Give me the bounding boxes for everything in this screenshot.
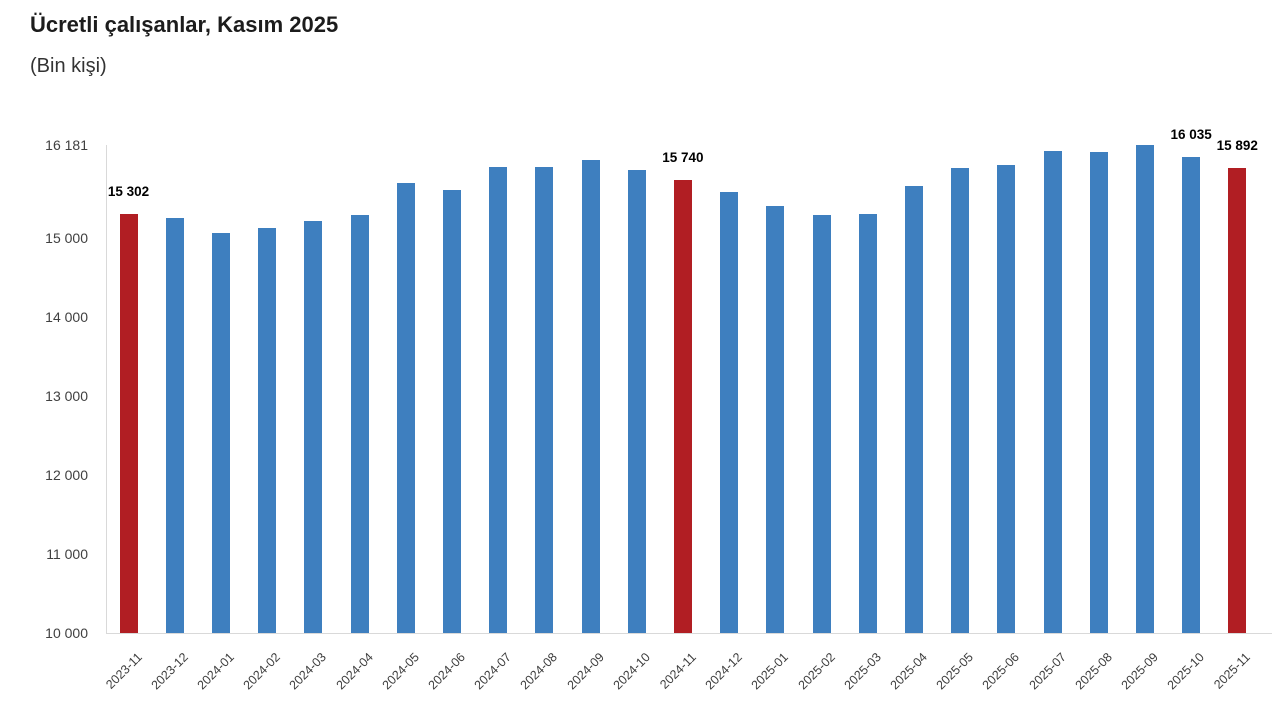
bar-2025-05 [951, 168, 970, 633]
y-tick-label: 10 000 [45, 625, 88, 641]
bar-2025-04 [904, 186, 923, 633]
bar-value-label: 15 302 [107, 184, 150, 200]
bar-2024-06 [442, 190, 461, 633]
bar-2024-07 [489, 166, 508, 633]
bar-value-label: 16 035 [1170, 126, 1212, 142]
bar-2025-01 [766, 205, 785, 633]
bar-2025-10 [1182, 156, 1201, 633]
bar-2025-08 [1089, 152, 1108, 633]
bar-2024-05 [396, 183, 415, 633]
plot-area: 16 181 15 000 14 000 13 000 12 000 11 000 10 0… [0, 127, 1280, 692]
bar-2025-02 [812, 215, 831, 633]
chart-subtitle: (Bin kişi) [30, 55, 107, 77]
bar-2025-03 [858, 214, 877, 633]
bar-value-label: 15 892 [1216, 137, 1258, 153]
y-axis-line [106, 145, 107, 633]
bar-2024-12 [720, 191, 739, 633]
y-tick-label: 14 000 [45, 309, 88, 326]
bar-2025-09 [1135, 145, 1154, 633]
chart-title: Ücretli çalışanlar, Kasım 2025 [30, 12, 339, 37]
bar-2023-12 [165, 218, 184, 633]
y-tick-label: 11 000 [46, 546, 88, 563]
y-tick-label: 13 000 [45, 388, 88, 405]
bar-2025-07 [1043, 151, 1062, 633]
bar-2024-09 [581, 159, 600, 633]
bar-2024-08 [535, 167, 554, 633]
bar-2024-10 [627, 169, 646, 633]
bar-value-label: 15 740 [662, 149, 704, 165]
bar-2024-11 [673, 179, 692, 633]
bar-2024-04 [350, 215, 369, 633]
bar-2024-02 [258, 228, 277, 633]
y-tick-label: 12 000 [45, 467, 88, 484]
bar-2025-06 [997, 164, 1016, 633]
y-tick-label: 15 000 [45, 230, 88, 247]
bar-2025-11 [1228, 167, 1247, 633]
x-axis-line [106, 633, 1272, 634]
bar-2024-03 [304, 220, 323, 633]
bar-2023-11 [119, 214, 138, 633]
bar-2024-01 [211, 233, 230, 633]
y-tick-label: 16 181 [45, 137, 88, 153]
